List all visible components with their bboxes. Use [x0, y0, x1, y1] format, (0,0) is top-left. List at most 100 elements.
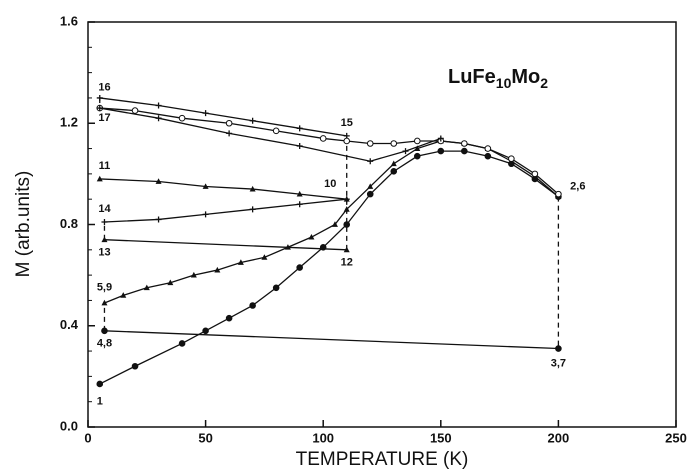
marker [484, 152, 492, 160]
marker [390, 140, 398, 147]
x-tick-label: 250 [665, 430, 687, 445]
x-tick-label: 200 [548, 430, 570, 445]
marker [249, 302, 256, 309]
x-axis-label: TEMPERATURE (K) [296, 449, 469, 470]
series-line [99, 107, 442, 162]
marker [366, 140, 374, 147]
marker [272, 127, 280, 135]
marker [120, 292, 127, 298]
marker [178, 340, 186, 347]
point-label: 16 [98, 82, 110, 94]
marker [272, 284, 280, 292]
marker [390, 160, 397, 167]
series-line [104, 330, 559, 350]
marker [508, 155, 515, 162]
point-label: 1 [97, 396, 103, 408]
plot-frame [87, 21, 677, 428]
marker [308, 233, 315, 240]
marker [367, 183, 374, 189]
y-tick-label: 0.4 [60, 317, 79, 332]
marker [249, 117, 256, 124]
series-line [99, 97, 347, 137]
point-label: 4,8 [97, 337, 112, 349]
marker [555, 190, 562, 198]
marker [296, 125, 303, 132]
point-label: 14 [98, 203, 111, 215]
marker [402, 148, 409, 155]
marker [155, 102, 162, 109]
marker [96, 175, 103, 182]
marker [131, 107, 139, 114]
marker [343, 137, 351, 145]
marker [331, 221, 338, 227]
point-label: 10 [324, 178, 336, 190]
marker [190, 271, 197, 278]
series-line [99, 178, 347, 200]
marker [202, 327, 209, 335]
marker [343, 246, 350, 253]
x-tick-label: 0 [84, 430, 91, 445]
series-line [104, 140, 559, 304]
point-label: 11 [99, 160, 111, 172]
formula: LuFe10Mo2 [448, 66, 548, 90]
marker [413, 152, 421, 160]
marker [413, 137, 421, 145]
marker [202, 183, 209, 189]
marker [296, 190, 303, 197]
marker [367, 158, 374, 165]
marker [366, 190, 374, 198]
y-tick-label: 0.0 [60, 418, 78, 433]
marker [101, 299, 108, 306]
y-axis-label: M (arb.units) [13, 171, 34, 278]
point-label: 5,9 [97, 282, 112, 294]
marker [484, 145, 492, 152]
marker [214, 266, 221, 273]
marker [343, 196, 350, 203]
marker [296, 264, 303, 271]
marker [437, 135, 444, 142]
marker [461, 140, 468, 147]
marker [96, 380, 104, 388]
series-line [104, 198, 347, 223]
marker [226, 130, 233, 137]
marker [296, 143, 303, 150]
marker [155, 115, 162, 122]
marker [461, 147, 468, 155]
point-label: 2,6 [570, 180, 585, 192]
marker [437, 147, 445, 155]
marker [155, 178, 162, 184]
point-label: 13 [98, 246, 110, 258]
series-line [104, 239, 347, 251]
marker [555, 345, 562, 352]
x-tick-label: 150 [430, 430, 452, 445]
y-tick-label: 1.6 [60, 13, 78, 28]
series-line [99, 107, 559, 195]
marker [202, 110, 209, 117]
marker [167, 279, 174, 286]
x-tick-label: 100 [312, 430, 334, 445]
y-tick-label: 1.2 [60, 115, 78, 130]
point-label: 3,7 [551, 358, 566, 370]
marker [96, 105, 103, 112]
marker [261, 254, 268, 260]
marker [249, 185, 256, 192]
marker [131, 362, 139, 370]
marker [237, 259, 244, 265]
y-tick-label: 0.8 [60, 216, 78, 231]
marker [531, 170, 539, 178]
marker [390, 168, 398, 175]
marker [296, 201, 303, 208]
marker [225, 314, 233, 322]
point-label: 15 [341, 117, 353, 129]
marker [319, 135, 327, 142]
point-label: 17 [98, 112, 110, 124]
marker [225, 119, 233, 127]
marker [155, 216, 162, 223]
x-tick-label: 50 [198, 430, 212, 445]
point-label: 12 [341, 256, 353, 268]
marker [143, 284, 150, 291]
marker [202, 211, 209, 218]
marker [249, 206, 256, 213]
marker [414, 145, 421, 151]
